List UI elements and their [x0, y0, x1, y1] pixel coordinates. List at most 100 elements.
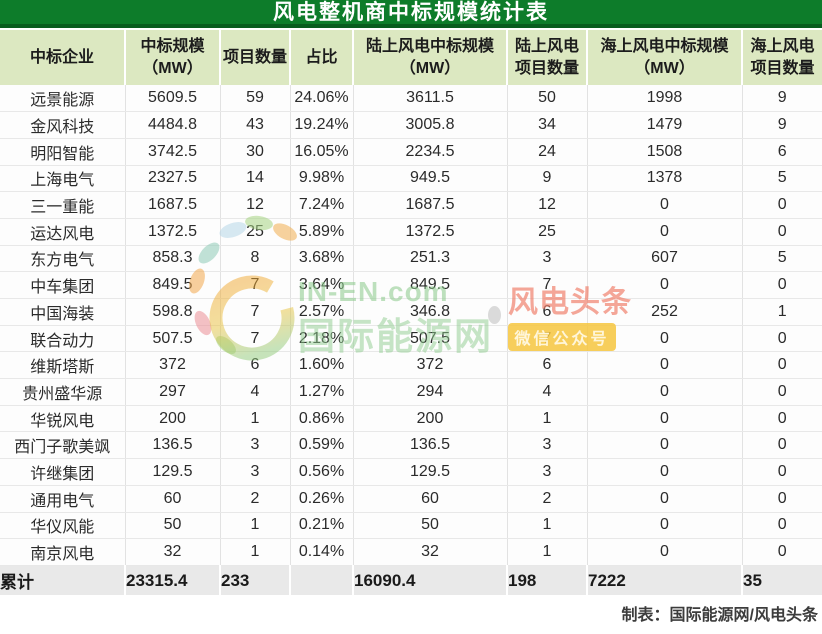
cell-value: 849.5 [352, 271, 507, 299]
cell-value: 25 [219, 218, 290, 246]
cell-value: 4 [506, 378, 587, 406]
cell-value: 200 [352, 405, 507, 433]
cell-value: 32 [352, 538, 507, 566]
cell-value: 0.21% [289, 512, 353, 540]
cell-company: 中国海装 [0, 298, 125, 326]
table-row: 华锐风电 200 1 0.86% 200 1 0 0 [0, 405, 822, 433]
cell-value: 43 [219, 111, 290, 139]
cell-value: 59 [219, 85, 290, 113]
cell-value: 1378 [586, 165, 742, 193]
cell-value: 1.60% [289, 351, 353, 380]
table-row: 三一重能 1687.5 12 7.24% 1687.5 12 0 0 [0, 191, 822, 219]
cell-value: 9 [741, 85, 822, 113]
cell-company: 许继集团 [0, 458, 125, 486]
cell-value: 0 [741, 512, 822, 540]
total-label: 累计 [0, 565, 125, 596]
cell-value: 3.68% [289, 245, 353, 273]
table-row: 许继集团 129.5 3 0.56% 129.5 3 0 0 [0, 458, 822, 486]
cell-company: 上海电气 [0, 165, 125, 193]
cell-value: 0 [586, 378, 742, 406]
column-header: 中标企业 [0, 28, 125, 85]
cell-value: 0 [741, 351, 822, 380]
header-row: 中标企业 中标规模 （MW） 项目数量 占比 陆上风电中标规模 （MW） 陆上风电 项目数量 海上… [0, 28, 822, 85]
column-header: 项目数量 [219, 28, 290, 85]
cell-value: 1 [219, 538, 290, 566]
cell-value: 0 [586, 191, 742, 219]
cell-company: 金风科技 [0, 111, 125, 139]
cell-value: 0 [741, 325, 822, 353]
cell-value: 0 [586, 431, 742, 460]
table-row: 中国海装 598.8 7 2.57% 346.8 6 252 1 [0, 298, 822, 326]
cell-value: 0 [586, 271, 742, 299]
cell-value: 136.5 [124, 431, 220, 460]
cell-value: 129.5 [124, 458, 220, 486]
cell-value: 1 [506, 538, 587, 566]
cell-value: 7 [219, 271, 290, 299]
cell-value: 1 [741, 298, 822, 326]
table-body: 远景能源 5609.5 59 24.06% 3611.5 50 1998 9 金风科技 4484.… [0, 85, 822, 566]
cell-value: 200 [124, 405, 220, 433]
cell-value: 7 [219, 298, 290, 326]
cell-value: 9 [741, 111, 822, 139]
cell-value: 0.56% [289, 458, 353, 486]
cell-value: 0 [741, 191, 822, 219]
cell-value: 4 [219, 378, 290, 406]
cell-value: 0 [586, 325, 742, 353]
cell-value: 0 [741, 538, 822, 566]
table-row: 贵州盛华源 297 4 1.27% 294 4 0 0 [0, 378, 822, 406]
cell-company: 通用电气 [0, 485, 125, 513]
cell-value: 1 [219, 405, 290, 433]
cell-value: 3611.5 [352, 85, 507, 113]
table-row: 南京风电 32 1 0.14% 32 1 0 0 [0, 538, 822, 566]
cell-value: 3 [506, 431, 587, 460]
cell-value: 60 [124, 485, 220, 513]
cell-value: 0 [586, 405, 742, 433]
cell-company: 中车集团 [0, 271, 125, 299]
cell-value: 136.5 [352, 431, 507, 460]
cell-value: 346.8 [352, 298, 507, 326]
total-value: 7222 [586, 565, 742, 596]
column-header: 海上风电中标规模 （MW） [586, 28, 742, 85]
cell-value: 25 [506, 218, 587, 246]
table-row: 通用电气 60 2 0.26% 60 2 0 0 [0, 485, 822, 513]
cell-value: 6 [506, 298, 587, 326]
cell-company: 东方电气 [0, 245, 125, 273]
cell-value: 0.86% [289, 405, 353, 433]
cell-company: 联合动力 [0, 325, 125, 353]
cell-value: 0 [741, 271, 822, 299]
cell-value: 0 [741, 378, 822, 406]
table-row: 东方电气 858.3 8 3.68% 251.3 3 607 5 [0, 245, 822, 273]
cell-value: 0 [586, 218, 742, 246]
cell-value: 1687.5 [124, 191, 220, 219]
total-value [289, 565, 353, 596]
cell-value: 4484.8 [124, 111, 220, 139]
cell-value: 849.5 [124, 271, 220, 299]
cell-company: 贵州盛华源 [0, 378, 125, 406]
cell-value: 6 [741, 138, 822, 166]
column-header: 占比 [289, 28, 353, 85]
table-row: 金风科技 4484.8 43 19.24% 3005.8 34 1479 9 [0, 111, 822, 139]
cell-value: 5.89% [289, 218, 353, 246]
cell-value: 12 [506, 191, 587, 219]
cell-value: 1372.5 [352, 218, 507, 246]
cell-value: 2327.5 [124, 165, 220, 193]
cell-value: 0 [741, 458, 822, 486]
cell-value: 1508 [586, 138, 742, 166]
cell-value: 60 [352, 485, 507, 513]
cell-company: 三一重能 [0, 191, 125, 219]
cell-company: 远景能源 [0, 85, 125, 113]
cell-value: 372 [124, 351, 220, 380]
table-row: 西门子歌美飒 136.5 3 0.59% 136.5 3 0 0 [0, 431, 822, 460]
title-bar: 风电整机商中标规模统计表 [0, 0, 822, 28]
cell-value: 0 [586, 458, 742, 486]
cell-value: 2 [219, 485, 290, 513]
cell-value: 252 [586, 298, 742, 326]
cell-company: 南京风电 [0, 538, 125, 566]
cell-value: 0.14% [289, 538, 353, 566]
cell-value: 7.24% [289, 191, 353, 219]
cell-value: 7 [506, 325, 587, 353]
cell-value: 50 [352, 512, 507, 540]
cell-value: 2 [506, 485, 587, 513]
cell-value: 372 [352, 351, 507, 380]
cell-value: 598.8 [124, 298, 220, 326]
